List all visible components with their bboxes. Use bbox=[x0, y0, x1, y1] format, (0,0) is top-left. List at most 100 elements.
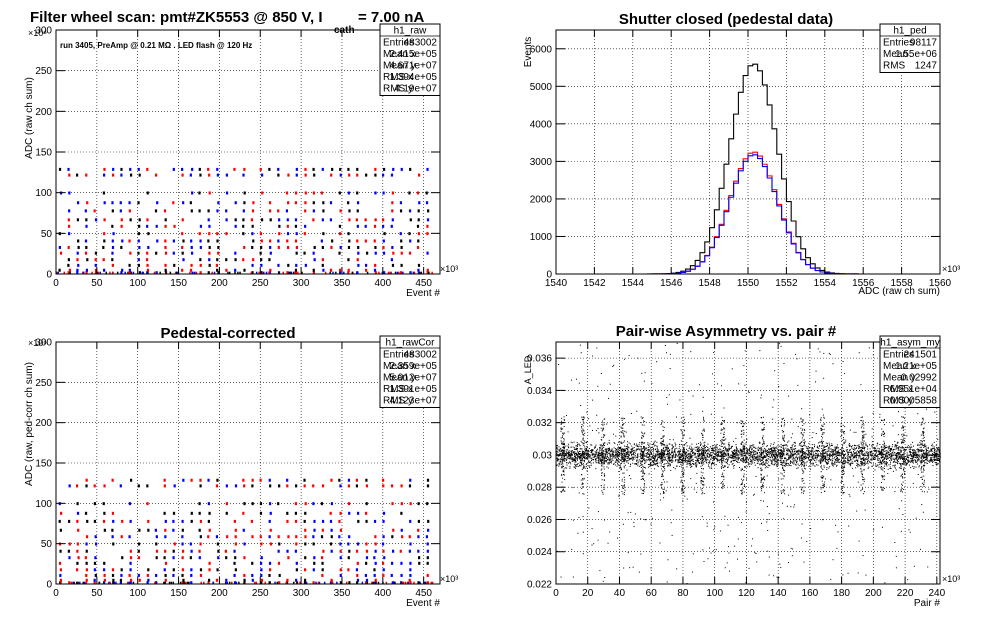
data-point bbox=[920, 462, 921, 463]
data-point bbox=[587, 441, 588, 442]
data-point bbox=[858, 457, 859, 458]
data-point bbox=[707, 449, 708, 450]
data-point bbox=[402, 582, 404, 584]
data-point bbox=[103, 218, 105, 221]
data-point bbox=[827, 443, 828, 444]
data-point bbox=[330, 529, 332, 532]
data-point bbox=[603, 443, 604, 444]
data-point bbox=[782, 463, 783, 464]
data-point bbox=[604, 453, 605, 454]
data-point bbox=[709, 456, 710, 457]
data-point bbox=[208, 502, 210, 505]
data-point bbox=[757, 456, 758, 457]
data-point bbox=[914, 459, 915, 460]
data-point bbox=[321, 562, 323, 565]
data-point bbox=[687, 457, 688, 458]
data-point bbox=[270, 252, 272, 255]
data-point bbox=[77, 218, 79, 221]
data-point bbox=[721, 446, 722, 447]
data-point bbox=[704, 461, 705, 462]
data-point bbox=[577, 460, 578, 461]
data-point bbox=[569, 468, 570, 469]
data-point bbox=[799, 460, 800, 461]
data-point bbox=[165, 562, 167, 565]
data-point bbox=[910, 458, 911, 459]
data-point bbox=[386, 582, 388, 584]
data-point bbox=[695, 463, 696, 464]
data-point bbox=[868, 457, 869, 458]
data-point bbox=[680, 459, 681, 460]
data-point bbox=[756, 457, 757, 458]
data-point bbox=[797, 453, 798, 454]
data-point bbox=[635, 451, 636, 452]
data-point bbox=[165, 269, 167, 272]
data-point bbox=[208, 218, 210, 221]
data-point bbox=[806, 448, 807, 449]
data-point bbox=[595, 460, 596, 461]
data-point bbox=[819, 461, 820, 462]
data-point bbox=[60, 568, 62, 571]
data-point bbox=[775, 447, 776, 448]
data-point bbox=[715, 446, 716, 447]
data-point bbox=[709, 463, 710, 464]
data-point bbox=[870, 462, 871, 463]
data-point bbox=[104, 201, 106, 204]
data-point bbox=[199, 529, 201, 532]
data-point bbox=[812, 458, 813, 459]
data-point bbox=[94, 562, 96, 565]
data-point bbox=[68, 174, 70, 177]
data-point bbox=[719, 451, 720, 452]
data-point bbox=[225, 218, 227, 221]
data-point bbox=[208, 562, 210, 565]
data-point bbox=[426, 201, 428, 204]
data-point bbox=[129, 568, 131, 571]
data-point bbox=[572, 450, 573, 451]
data-point bbox=[418, 174, 420, 177]
data-point bbox=[325, 272, 327, 274]
data-point bbox=[844, 463, 845, 464]
data-point bbox=[710, 446, 711, 447]
data-point bbox=[77, 512, 79, 515]
data-point bbox=[904, 452, 905, 453]
data-point bbox=[929, 455, 930, 456]
data-point bbox=[822, 461, 823, 462]
data-point bbox=[129, 252, 131, 255]
data-point bbox=[580, 460, 581, 461]
data-point bbox=[873, 463, 874, 464]
data-point bbox=[181, 535, 183, 538]
data-point bbox=[733, 460, 734, 461]
data-point bbox=[229, 272, 231, 274]
data-point bbox=[60, 582, 62, 584]
data-point bbox=[103, 568, 105, 571]
data-point bbox=[147, 232, 149, 235]
data-point bbox=[751, 452, 752, 453]
data-point bbox=[199, 542, 201, 545]
data-point bbox=[806, 446, 807, 447]
stats-row-value: 4.19e+07 bbox=[395, 84, 437, 95]
data-point bbox=[775, 456, 776, 457]
data-point bbox=[767, 463, 768, 464]
data-point bbox=[261, 174, 263, 177]
data-point bbox=[894, 461, 895, 462]
data-point bbox=[172, 574, 174, 577]
data-point bbox=[770, 460, 771, 461]
data-point bbox=[766, 446, 767, 447]
data-point bbox=[304, 529, 306, 532]
data-point bbox=[374, 574, 376, 577]
data-point bbox=[734, 450, 735, 451]
data-point bbox=[732, 446, 733, 447]
data-point bbox=[77, 264, 79, 267]
data-point bbox=[163, 556, 165, 559]
data-point bbox=[810, 461, 811, 462]
data-point bbox=[910, 462, 911, 463]
data-point bbox=[382, 225, 384, 228]
data-point bbox=[577, 458, 578, 459]
data-point bbox=[621, 456, 622, 457]
data-point bbox=[657, 454, 658, 455]
data-point bbox=[848, 462, 849, 463]
data-point bbox=[172, 201, 174, 204]
data-point bbox=[879, 464, 880, 465]
data-point bbox=[199, 479, 201, 482]
data-point bbox=[117, 272, 119, 274]
data-point bbox=[913, 451, 914, 452]
